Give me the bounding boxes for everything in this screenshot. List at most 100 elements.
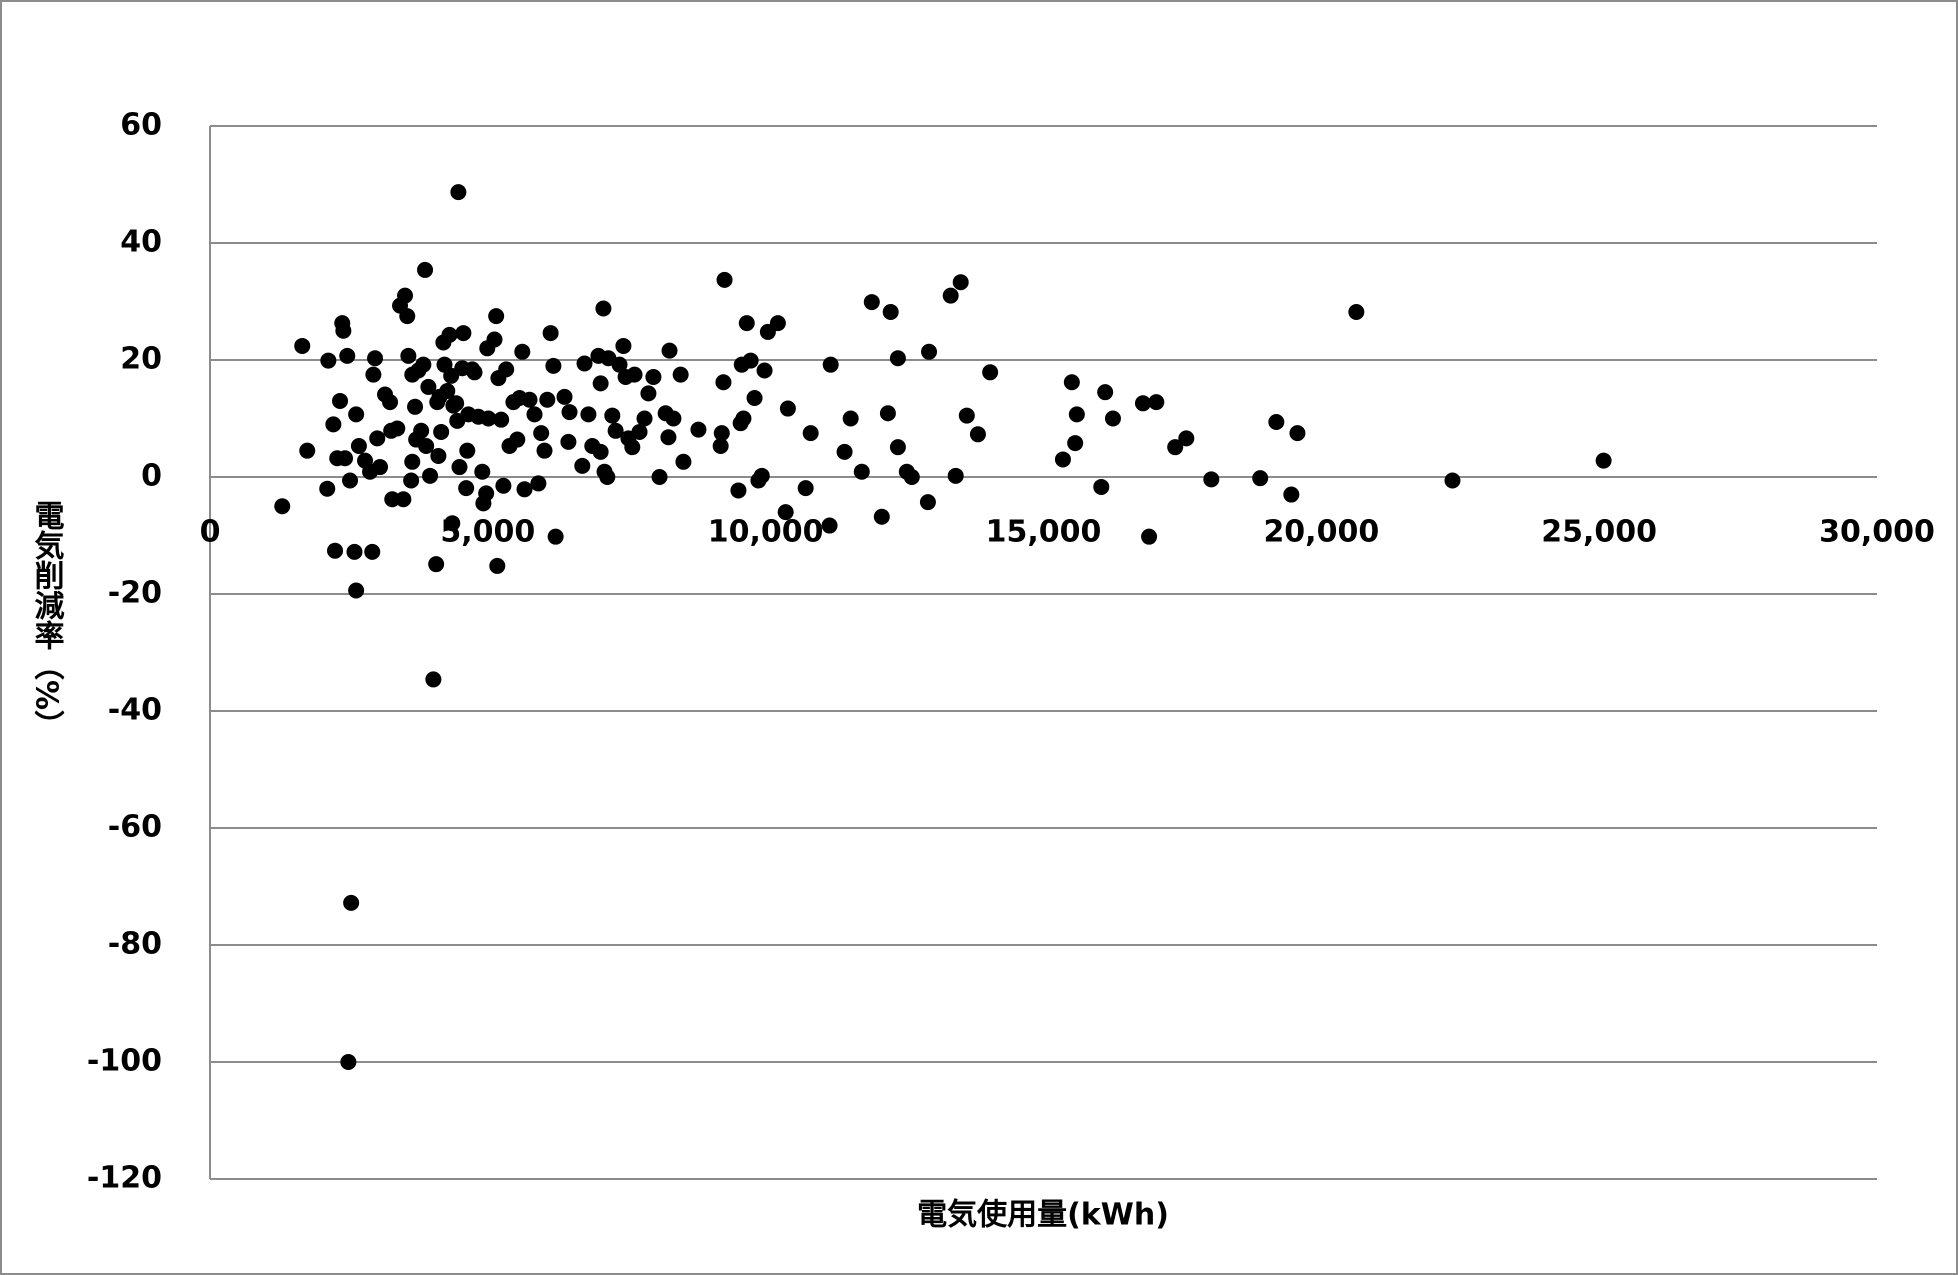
point bbox=[486, 331, 503, 348]
point bbox=[873, 508, 890, 525]
point bbox=[335, 322, 352, 339]
point bbox=[836, 443, 853, 460]
point bbox=[340, 1054, 357, 1070]
point bbox=[415, 356, 432, 373]
x-tick-label: 10,000 bbox=[708, 515, 824, 550]
point bbox=[672, 366, 689, 383]
point bbox=[1178, 430, 1195, 447]
point bbox=[730, 482, 747, 499]
y-tick-label: -60 bbox=[108, 810, 162, 845]
point bbox=[495, 477, 512, 494]
point bbox=[645, 368, 662, 385]
point bbox=[624, 439, 641, 456]
point bbox=[947, 467, 964, 484]
point bbox=[713, 425, 730, 442]
point bbox=[545, 357, 562, 374]
point bbox=[882, 304, 899, 321]
point bbox=[1068, 406, 1085, 423]
point bbox=[716, 271, 733, 288]
point bbox=[422, 467, 439, 484]
point bbox=[560, 433, 577, 450]
point bbox=[346, 543, 363, 560]
point bbox=[1444, 472, 1461, 489]
point bbox=[903, 469, 920, 485]
point bbox=[533, 425, 550, 442]
y-tick-label: -120 bbox=[87, 1161, 162, 1196]
point bbox=[372, 459, 389, 476]
point bbox=[397, 287, 414, 304]
point bbox=[365, 366, 382, 383]
x-axis-label: 電気使用量(kWh) bbox=[917, 1198, 1169, 1233]
point bbox=[509, 431, 526, 448]
point bbox=[919, 494, 936, 511]
point bbox=[339, 347, 356, 364]
point bbox=[952, 274, 969, 291]
point bbox=[444, 515, 461, 532]
point bbox=[425, 671, 442, 688]
point bbox=[428, 556, 445, 573]
point bbox=[399, 308, 416, 325]
point bbox=[488, 308, 505, 325]
point bbox=[1097, 384, 1114, 401]
point bbox=[1134, 395, 1151, 412]
y-axis-label: 電気削減率（%） bbox=[29, 500, 65, 740]
point bbox=[530, 475, 547, 492]
point bbox=[675, 453, 692, 470]
point bbox=[958, 407, 975, 424]
y-tick-label: 60 bbox=[120, 108, 162, 143]
point bbox=[651, 469, 668, 485]
point bbox=[516, 481, 533, 498]
point bbox=[342, 472, 359, 489]
point bbox=[1289, 425, 1306, 442]
point bbox=[403, 472, 420, 489]
point bbox=[439, 383, 456, 400]
point bbox=[942, 287, 959, 304]
point bbox=[547, 528, 564, 545]
point bbox=[595, 300, 612, 317]
point bbox=[797, 480, 814, 497]
point bbox=[459, 442, 476, 459]
x-tick-label: 0 bbox=[200, 515, 221, 550]
y-tick-label: 40 bbox=[120, 225, 162, 260]
point bbox=[604, 407, 621, 424]
point bbox=[1268, 414, 1285, 431]
point bbox=[1067, 435, 1084, 452]
point bbox=[853, 463, 870, 480]
point bbox=[451, 459, 468, 476]
point bbox=[350, 437, 367, 454]
point bbox=[474, 463, 491, 480]
point bbox=[1063, 374, 1080, 391]
point bbox=[448, 395, 465, 412]
point bbox=[753, 467, 770, 484]
point bbox=[615, 337, 632, 354]
point bbox=[332, 392, 349, 409]
point bbox=[636, 410, 653, 427]
point bbox=[417, 261, 434, 278]
point bbox=[607, 422, 624, 439]
point bbox=[418, 437, 435, 454]
point bbox=[458, 480, 475, 497]
x-tick-label: 30,000 bbox=[1819, 515, 1935, 550]
point bbox=[407, 398, 424, 415]
x-tick-label: 25,000 bbox=[1541, 515, 1657, 550]
point bbox=[493, 411, 510, 428]
point bbox=[580, 406, 597, 423]
point bbox=[556, 388, 573, 405]
point bbox=[319, 480, 336, 497]
point bbox=[889, 350, 906, 367]
point bbox=[1167, 439, 1184, 456]
y-tick-label: 20 bbox=[120, 342, 162, 377]
point bbox=[742, 352, 759, 369]
point bbox=[420, 378, 437, 395]
point bbox=[879, 405, 896, 422]
point bbox=[299, 442, 316, 459]
point bbox=[466, 364, 483, 381]
point bbox=[389, 420, 406, 437]
point bbox=[498, 361, 515, 378]
point bbox=[441, 326, 458, 343]
point bbox=[364, 543, 381, 560]
point bbox=[489, 557, 506, 574]
point bbox=[369, 430, 386, 447]
point bbox=[382, 394, 399, 411]
point bbox=[640, 385, 657, 402]
